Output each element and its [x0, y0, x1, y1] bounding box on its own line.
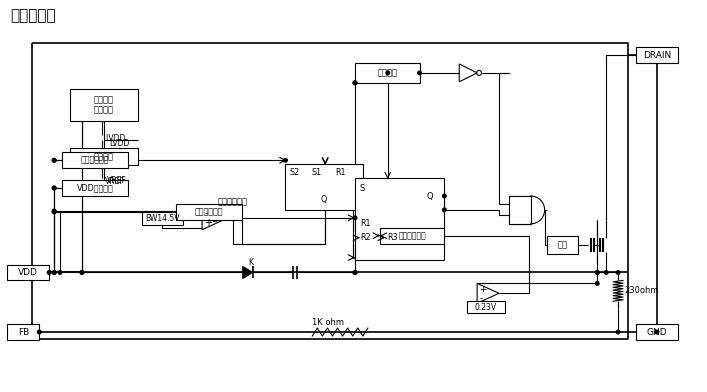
Polygon shape: [243, 267, 252, 278]
Text: DRAIN: DRAIN: [643, 51, 671, 60]
Bar: [467, 301, 505, 313]
Bar: [8, 324, 40, 340]
Text: 驱动: 驱动: [558, 240, 568, 249]
Bar: [70, 148, 138, 165]
Text: R1: R1: [360, 219, 370, 228]
Circle shape: [595, 281, 599, 285]
Bar: [8, 265, 49, 280]
Text: 内部方框图: 内部方框图: [11, 8, 56, 23]
Text: 1K ohm: 1K ohm: [312, 318, 344, 327]
Text: R1: R1: [335, 168, 346, 177]
Circle shape: [354, 81, 357, 85]
Bar: [509, 196, 531, 224]
Bar: [62, 152, 127, 168]
Text: 过温保护电路: 过温保护电路: [195, 207, 223, 216]
Bar: [355, 63, 419, 83]
Text: 振荡电路: 振荡电路: [378, 68, 397, 77]
Text: 过压保护电路: 过压保护电路: [81, 156, 109, 165]
Circle shape: [386, 71, 390, 74]
Text: Q: Q: [320, 196, 327, 205]
Text: -: -: [204, 208, 208, 218]
Bar: [62, 180, 127, 196]
Circle shape: [418, 71, 421, 74]
Bar: [547, 236, 578, 254]
Circle shape: [47, 270, 51, 274]
Text: S: S: [360, 183, 366, 192]
Bar: [141, 212, 183, 225]
Text: R2: R2: [360, 233, 370, 242]
Text: LVDD: LVDD: [105, 134, 125, 143]
Circle shape: [52, 158, 56, 162]
Circle shape: [354, 270, 357, 274]
Text: -: -: [479, 294, 482, 303]
Text: VREF: VREF: [105, 177, 124, 185]
Circle shape: [595, 270, 599, 274]
Bar: [380, 228, 445, 244]
Circle shape: [284, 158, 287, 162]
Text: LVDD: LVDD: [110, 139, 130, 148]
Text: 230ohm: 230ohm: [624, 286, 658, 295]
Circle shape: [604, 270, 608, 274]
Text: VDD: VDD: [18, 268, 38, 277]
Circle shape: [52, 158, 56, 162]
Text: S2: S2: [289, 168, 300, 177]
Text: BW14.5V: BW14.5V: [145, 214, 180, 223]
Circle shape: [58, 270, 62, 274]
Text: +: +: [204, 218, 212, 228]
Circle shape: [354, 270, 357, 274]
Bar: [636, 47, 678, 63]
Circle shape: [354, 216, 357, 220]
Text: 基准电路: 基准电路: [94, 152, 114, 161]
Circle shape: [80, 270, 83, 274]
Text: K: K: [248, 258, 253, 267]
Circle shape: [52, 209, 56, 213]
Circle shape: [52, 186, 56, 190]
Circle shape: [52, 186, 56, 190]
Circle shape: [617, 330, 620, 334]
Circle shape: [52, 270, 56, 274]
Text: R3: R3: [387, 233, 397, 242]
Circle shape: [655, 330, 659, 334]
Circle shape: [595, 270, 599, 274]
Text: 内部电源
产生电路: 内部电源 产生电路: [94, 95, 114, 114]
Bar: [636, 324, 678, 340]
Circle shape: [354, 81, 357, 85]
Text: GND: GND: [646, 328, 667, 336]
Bar: [355, 178, 445, 260]
Text: 0.23V: 0.23V: [475, 303, 497, 312]
Circle shape: [37, 330, 41, 334]
Bar: [176, 204, 242, 220]
Circle shape: [52, 210, 56, 214]
Bar: [70, 89, 138, 120]
Text: +: +: [479, 285, 486, 294]
Circle shape: [80, 270, 83, 274]
Text: VREF: VREF: [107, 176, 127, 185]
Circle shape: [52, 270, 56, 274]
Circle shape: [443, 194, 446, 198]
Text: FB: FB: [18, 328, 29, 336]
Text: VDD钳位电路: VDD钳位电路: [76, 183, 113, 192]
Text: 欠压保护电路: 欠压保护电路: [218, 198, 248, 207]
Text: 前沿消隐电路: 前沿消隐电路: [398, 231, 426, 240]
Bar: [286, 164, 363, 210]
Text: S1: S1: [311, 168, 322, 177]
Text: Q: Q: [426, 192, 433, 200]
Circle shape: [443, 208, 446, 212]
Circle shape: [617, 270, 620, 274]
